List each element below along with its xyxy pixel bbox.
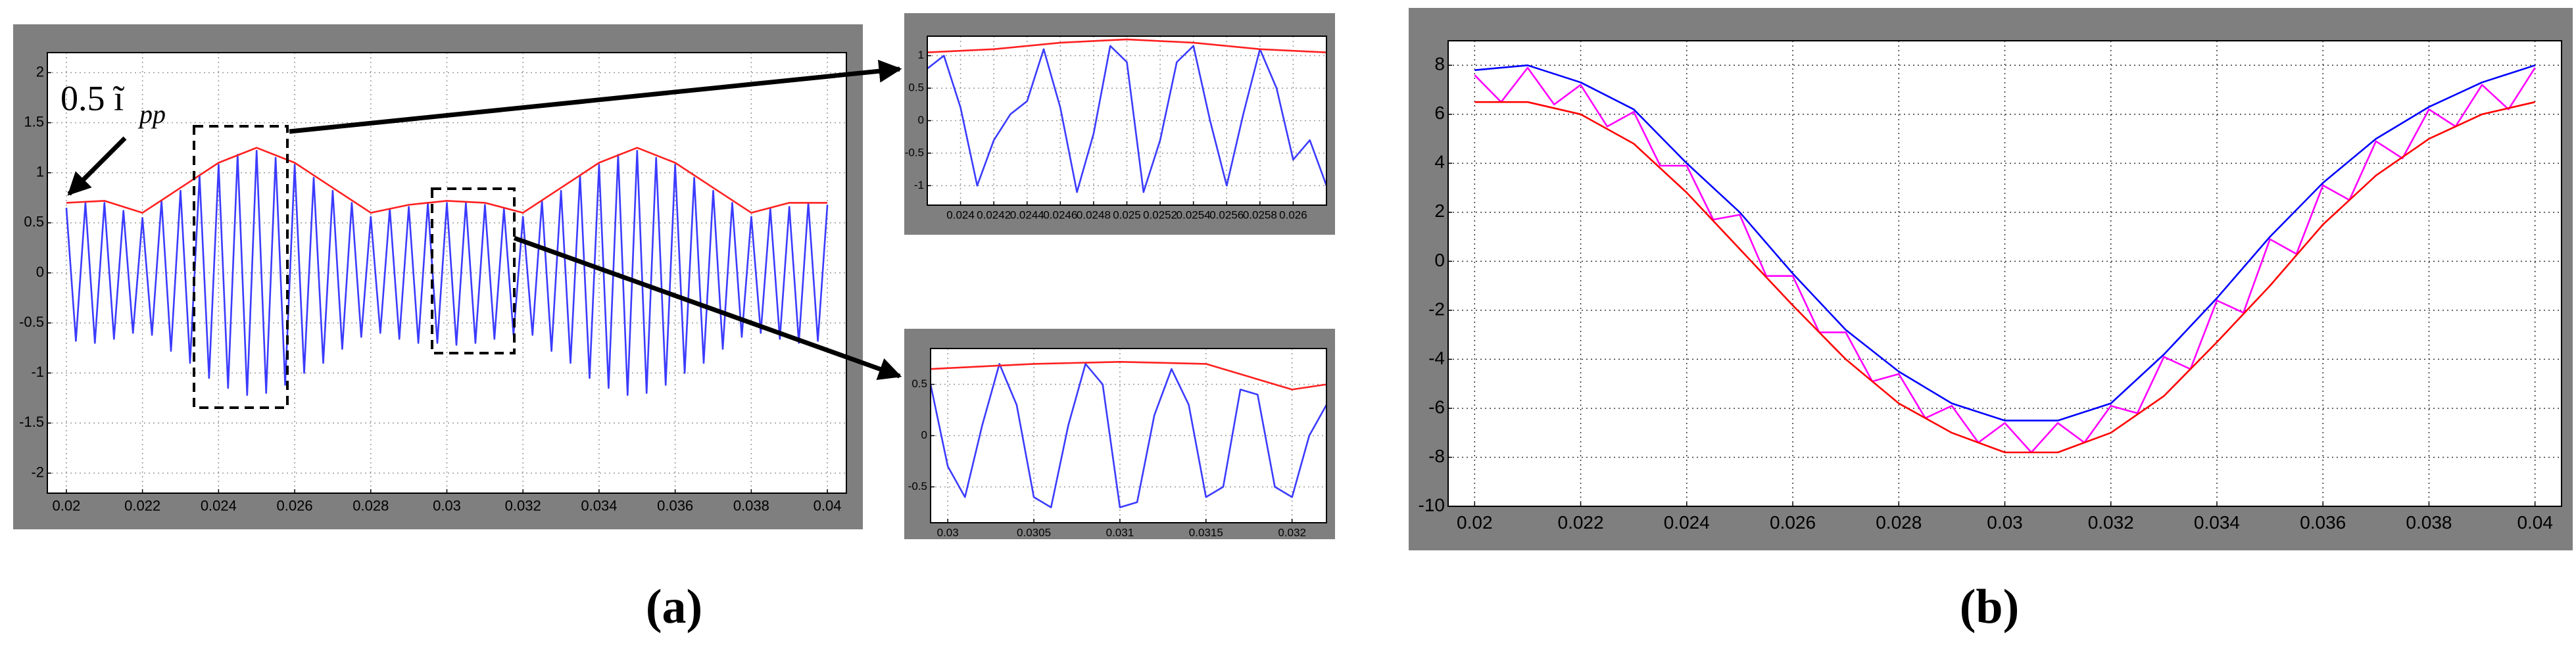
x-tick-label: 0.025 [1113, 209, 1141, 222]
x-tick-label: 0.0315 [1189, 527, 1223, 539]
x-tick-label: 0.026 [277, 498, 313, 514]
panel-label: (a) [646, 580, 702, 634]
x-tick-label: 0.0248 [1077, 209, 1111, 222]
y-tick-label: 1 [36, 164, 44, 180]
line-series [1474, 101, 2535, 454]
line-series [1474, 64, 2536, 421]
zoom-arrow [289, 59, 902, 134]
plot-border [47, 52, 847, 494]
zoom-box [193, 125, 289, 409]
y-tick-label: -1 [914, 179, 924, 191]
y-tick-label: 0 [918, 114, 924, 126]
x-tick-label: 0.032 [2088, 512, 2134, 533]
y-tick-label: -0.5 [905, 146, 924, 158]
x-tick-label: 0.03 [937, 527, 959, 539]
chart: 0.02 0.022 0.024 0.026 0.028 0.03 0.032 0.034 0.… [1419, 40, 2562, 533]
plot-border [930, 348, 1327, 523]
y-tick-label: 8 [1434, 54, 1445, 74]
x-tick-label: 0.034 [581, 498, 617, 514]
y-tick-label: 0 [1434, 250, 1445, 270]
x-tick-label: 0.024 [946, 209, 975, 222]
panel-label: (b) [1960, 580, 2019, 634]
y-tick-label: 6 [1434, 103, 1445, 123]
x-tick-label: 0.022 [124, 498, 160, 514]
zoom-arrow [513, 235, 902, 380]
x-tick-label: 0.026 [1279, 209, 1307, 222]
x-tick-label: 0.032 [1278, 527, 1306, 539]
plots: 0.02 0.022 0.024 0.026 0.028 0.03 0.032 0.034 0.… [19, 36, 2562, 539]
x-tick-label: 0.038 [2406, 512, 2452, 533]
y-tick-label: 1 [918, 49, 924, 61]
annotation: 0.5 ĩ [61, 78, 125, 118]
line-series [931, 361, 1326, 391]
y-tick-label: -1.5 [19, 414, 44, 430]
x-tick-label: 0.022 [1558, 512, 1604, 533]
chart: 0.03 0.0305 0.031 0.0315 0.032 -0.5 0 0.5 [908, 348, 1327, 539]
y-tick-label: 0 [36, 264, 44, 280]
x-tick-label: 0.0242 [977, 209, 1011, 222]
zoom-box [431, 187, 516, 354]
x-tick-label: 0.024 [1664, 512, 1710, 533]
x-tick-label: 0.0256 [1209, 209, 1244, 222]
series-group [931, 361, 1326, 508]
x-tick-label: 0.04 [814, 498, 842, 514]
line-series [1474, 66, 2536, 454]
x-tick-label: 0.032 [505, 498, 541, 514]
y-tick-label: -0.5 [19, 314, 44, 330]
series-group [927, 38, 1326, 193]
line-series [927, 38, 1326, 53]
x-tick-label: 0.03 [1987, 512, 2023, 533]
x-tick-label: 0.04 [2517, 512, 2553, 533]
y-tick-label: 0.5 [24, 214, 44, 230]
x-tick-label: 0.028 [1876, 512, 1922, 533]
y-tick-label: 2 [36, 63, 44, 80]
x-tick-label: 0.024 [201, 498, 237, 514]
annotation-subscript: pp [137, 99, 166, 129]
y-tick-label: 0.5 [908, 82, 924, 94]
x-tick-label: 0.02 [1457, 512, 1493, 533]
x-tick-label: 0.038 [733, 498, 769, 514]
overlay: 0.5 ĩ pp (a) (b) [61, 59, 2019, 634]
x-tick-label: 0.0254 [1177, 209, 1211, 222]
x-tick-label: 0.036 [2300, 512, 2346, 533]
x-tick-label: 0.026 [1770, 512, 1816, 533]
y-tick-label: -10 [1419, 494, 1445, 515]
y-tick-label: -0.5 [908, 480, 927, 493]
y-tick-label: -1 [31, 364, 44, 380]
chart: 0.02 0.022 0.024 0.026 0.028 0.03 0.032 0.034 0.… [19, 52, 847, 514]
x-tick-label: 0.0244 [1010, 209, 1044, 222]
y-tick-label: 1.5 [24, 113, 44, 130]
x-tick-label: 0.0246 [1043, 209, 1077, 222]
x-tick-label: 0.028 [352, 498, 389, 514]
x-tick-label: 0.02 [53, 498, 81, 514]
x-tick-label: 0.031 [1106, 527, 1134, 539]
x-tick-label: 0.0305 [1017, 527, 1051, 539]
y-tick-label: 0 [921, 429, 927, 441]
y-tick-label: -2 [31, 464, 44, 480]
y-tick-label: 4 [1434, 152, 1445, 172]
y-tick-label: 0.5 [911, 377, 927, 390]
y-tick-label: -4 [1428, 348, 1445, 368]
x-tick-label: 0.0252 [1143, 209, 1177, 222]
x-tick-label: 0.0258 [1243, 209, 1277, 222]
plot-border [927, 36, 1327, 206]
plot-area [47, 53, 846, 493]
plot-border [1447, 40, 2562, 507]
y-tick-label: -2 [1428, 299, 1445, 319]
x-tick-label: 0.036 [657, 498, 693, 514]
x-tick-label: 0.034 [2194, 512, 2240, 533]
y-tick-label: -6 [1428, 397, 1445, 417]
series-group [1474, 64, 2536, 454]
line-series [931, 363, 1326, 508]
y-tick-label: -8 [1428, 446, 1445, 466]
annotation-arrow [67, 136, 127, 196]
y-tick-label: 2 [1434, 201, 1445, 221]
x-tick-label: 0.03 [433, 498, 461, 514]
